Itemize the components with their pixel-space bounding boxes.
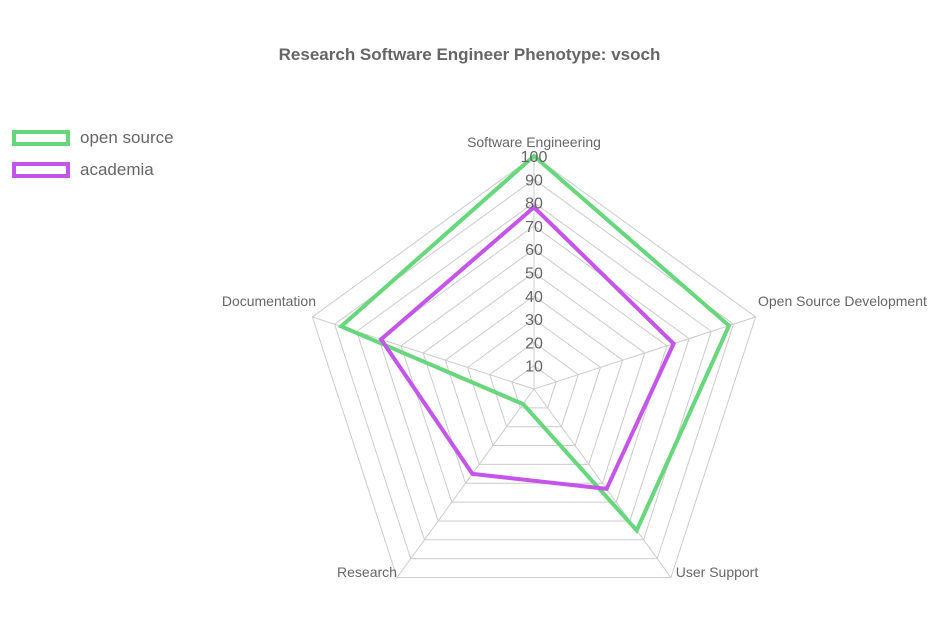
tick-label: 10 (525, 359, 543, 376)
legend-item-academia[interactable]: academia (12, 154, 174, 186)
grid-spoke (396, 388, 535, 578)
tick-label: 80 (525, 196, 543, 213)
axis-label-software-engineering: Software Engineering (467, 134, 601, 150)
grid-spoke (533, 388, 672, 578)
legend-label-academia: academia (80, 160, 154, 179)
legend-swatch-open-source (12, 130, 70, 146)
legend-item-open-source[interactable]: open source (12, 122, 174, 154)
legend: open source academia (12, 122, 174, 186)
axis-label-user-support: User Support (676, 564, 759, 580)
tick-label: 60 (525, 242, 543, 259)
grid-ring (489, 341, 579, 428)
grid-spoke (533, 316, 756, 390)
radar-axis-labels: Software Engineering Open Source Developm… (222, 134, 927, 580)
tick-label: 20 (525, 335, 543, 352)
tick-label: 40 (525, 289, 543, 306)
axis-label-open-source-development: Open Source Development (758, 293, 927, 309)
grid-ring (356, 201, 712, 541)
grid-ring (511, 365, 557, 409)
series-academia (378, 204, 677, 492)
tick-label: 50 (525, 266, 543, 283)
grid-ring (400, 248, 668, 503)
grid-ring (466, 318, 602, 447)
series-open-source (337, 153, 732, 534)
radar-series (337, 153, 732, 534)
tick-label: 100 (521, 149, 548, 166)
grid-ring (422, 271, 646, 484)
tick-label: 90 (525, 172, 543, 189)
tick-label: 70 (525, 219, 543, 236)
tick-label: 30 (525, 312, 543, 329)
grid-ring (311, 155, 757, 579)
legend-label-open-source: open source (80, 128, 174, 147)
grid-ring (444, 295, 624, 465)
axis-label-research: Research (337, 564, 397, 580)
axis-label-documentation: Documentation (222, 293, 316, 309)
chart-title: Research Software Engineer Phenotype: vs… (278, 45, 661, 64)
radar-tick-labels: 10 20 30 40 50 60 70 80 90 100 (521, 149, 548, 376)
legend-swatch-academia (12, 162, 70, 178)
